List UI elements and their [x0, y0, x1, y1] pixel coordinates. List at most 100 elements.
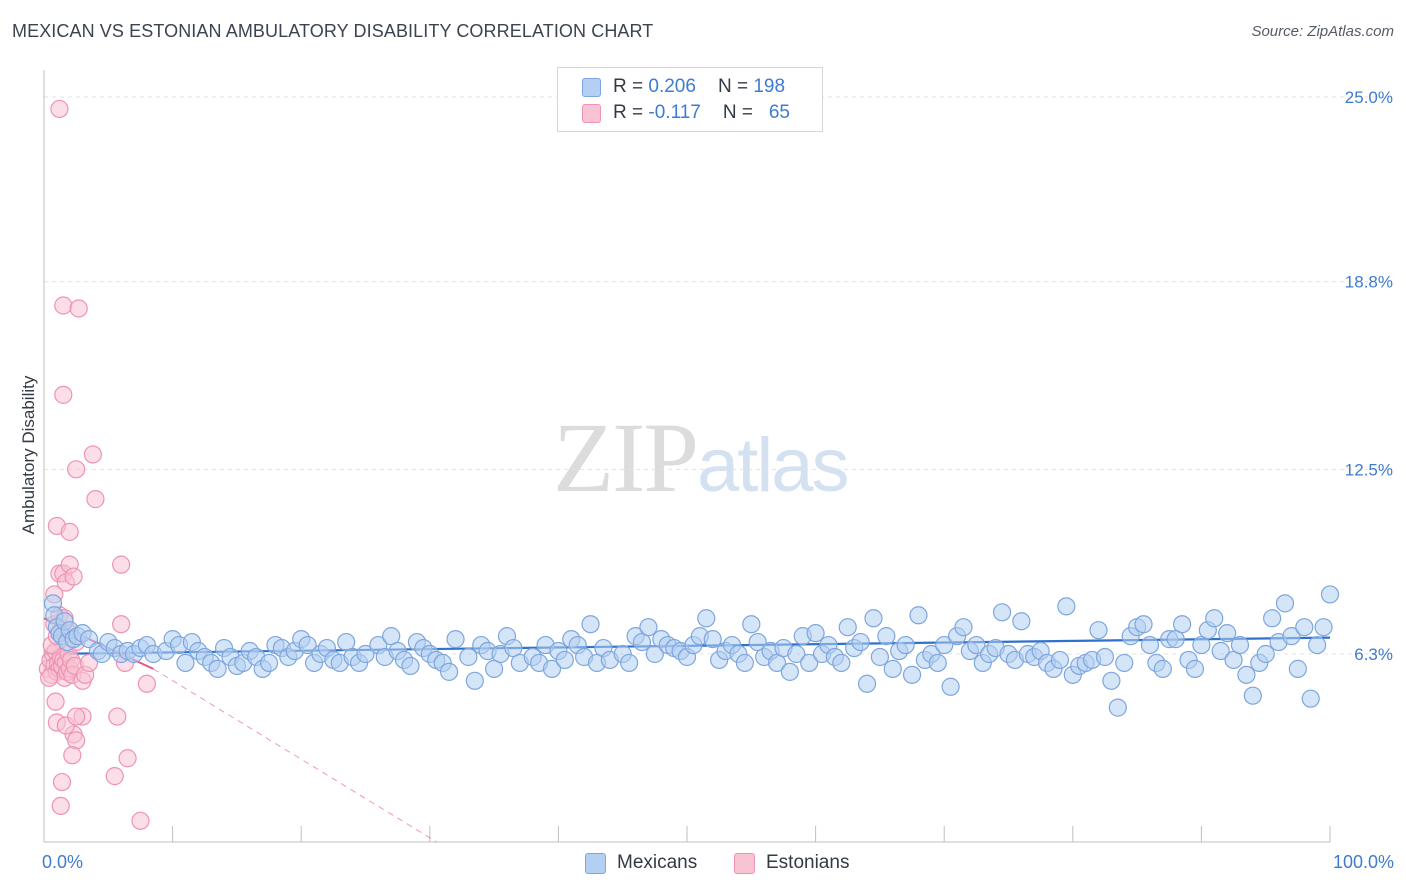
y-tick-label: 12.5% — [1345, 460, 1393, 479]
mexican-point — [1301, 689, 1320, 708]
mexican-point — [1320, 585, 1340, 604]
estonian-point — [131, 811, 150, 830]
mexican-point — [446, 630, 465, 649]
estonian-point — [52, 772, 72, 792]
mexican-point — [1108, 698, 1127, 717]
mexican-point — [555, 650, 574, 670]
mexican-point — [1057, 597, 1076, 616]
mexican-point — [1295, 618, 1314, 637]
mexican-point — [941, 677, 960, 696]
mexican-point — [1205, 609, 1224, 628]
mexican-point — [735, 653, 754, 673]
mexican-point — [780, 662, 799, 681]
mexican-point — [1211, 641, 1230, 661]
watermark-atlas: atlas — [697, 423, 850, 508]
grid-lines — [44, 96, 1394, 655]
estonian-point — [67, 707, 86, 726]
mexican-point — [1218, 624, 1237, 643]
stats-legend: R = 0.206 N = 198 R = -0.117 N = 65 — [557, 67, 823, 132]
mexican-point — [992, 603, 1012, 622]
mexican-point — [928, 653, 947, 673]
mexican-point — [465, 671, 484, 690]
mexican-point — [1134, 615, 1153, 634]
legend-n-label: N = — [722, 102, 753, 123]
mexican-point — [1282, 627, 1301, 646]
mexican-point — [857, 674, 877, 693]
source-label: Source: ZipAtlas.com — [1251, 23, 1394, 40]
mexican-point — [1140, 635, 1160, 655]
mexicans-swatch — [582, 77, 601, 97]
mexican-point — [902, 665, 922, 684]
mexican-point — [832, 653, 851, 673]
mexicans-legend-swatch — [585, 852, 606, 874]
mexican-point — [1012, 612, 1031, 631]
mexican-point — [1314, 618, 1333, 637]
estonian-point — [69, 299, 88, 318]
y-tick-label: 6.3% — [1354, 645, 1393, 664]
legend-item-estonians[interactable]: Estonians — [734, 852, 849, 874]
mexican-point — [1243, 686, 1262, 705]
mexican-point — [851, 632, 870, 652]
mexican-point — [954, 618, 973, 637]
mexican-point — [620, 653, 639, 673]
estonian-point — [63, 746, 82, 765]
mexican-point — [439, 662, 459, 681]
estonian-point — [112, 555, 131, 574]
mexican-point — [703, 630, 722, 649]
mexican-point — [1263, 609, 1282, 628]
mexican-point — [401, 656, 420, 676]
mexican-point — [935, 635, 954, 655]
mexican-point — [208, 659, 227, 678]
estonian-point — [112, 615, 131, 634]
estonian-point — [40, 668, 59, 687]
legend-r-label: R = — [613, 102, 644, 123]
legend-row-mexicans: R = 0.206 N = 198 — [582, 75, 785, 99]
mexican-point — [1115, 653, 1134, 673]
mexican-point — [1230, 635, 1250, 655]
legend-n-value: 198 — [753, 76, 786, 97]
mexican-point — [639, 618, 658, 637]
estonian-point — [54, 385, 73, 404]
estonian-point — [86, 490, 105, 509]
estonians-trend-extension — [153, 668, 437, 843]
estonian-point — [67, 460, 86, 479]
legend-r-value: -0.117 — [648, 102, 701, 123]
mexican-point — [298, 635, 317, 655]
estonian-point — [64, 567, 83, 586]
legend-item-mexicans[interactable]: Mexicans — [585, 852, 697, 874]
mexican-point — [864, 609, 883, 628]
mexican-point — [896, 635, 915, 655]
mexican-point — [1288, 659, 1307, 678]
x-tick-label-max: 100.0% — [1332, 852, 1394, 872]
watermark-zip: ZIP — [553, 402, 699, 513]
estonian-point — [118, 749, 137, 768]
chart-title: MEXICAN VS ESTONIAN AMBULATORY DISABILIT… — [12, 21, 654, 41]
mexican-point — [800, 653, 819, 673]
mexican-point — [1237, 665, 1256, 684]
estonian-point — [137, 674, 156, 693]
mexican-point — [581, 615, 600, 634]
y-tick-label: 25.0% — [1345, 88, 1393, 107]
estonian-point — [83, 445, 102, 464]
x-tick-label-min: 0.0% — [42, 852, 84, 872]
mexican-point — [1102, 671, 1121, 690]
y-tick-labels: 6.3% 12.5% 18.8% 25.0% — [1345, 88, 1393, 664]
mexican-point — [909, 606, 928, 625]
mexican-point — [1308, 635, 1327, 655]
estonians-legend-swatch — [734, 852, 755, 874]
series-legend: Mexicans Estonians — [0, 852, 1406, 876]
mexican-point — [806, 624, 825, 643]
estonians-swatch — [582, 103, 601, 123]
mexican-point — [697, 609, 716, 628]
mexican-point — [1089, 621, 1108, 640]
axes — [43, 70, 1331, 843]
estonian-point — [108, 707, 127, 726]
estonian-point — [46, 692, 65, 711]
estonian-point — [67, 731, 86, 750]
y-tick-label: 18.8% — [1345, 273, 1393, 292]
legend-label-mexicans: Mexicans — [617, 852, 698, 873]
mexican-point — [1185, 659, 1205, 678]
mexican-point — [459, 647, 478, 667]
mexican-point — [742, 615, 761, 634]
